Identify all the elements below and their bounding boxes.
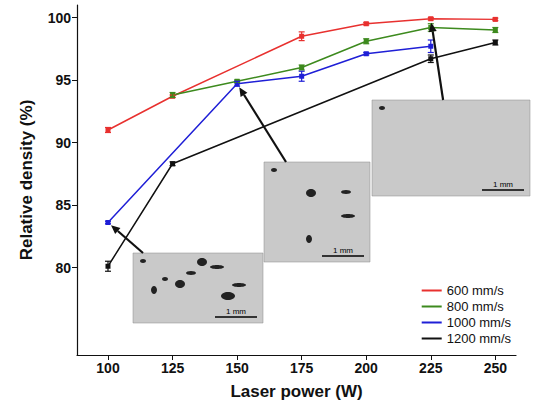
svg-text:125: 125	[161, 360, 185, 376]
svg-text:100: 100	[96, 360, 120, 376]
svg-text:250: 250	[484, 360, 508, 376]
svg-text:1000 mm/s: 1000 mm/s	[447, 315, 512, 330]
svg-text:225: 225	[419, 360, 443, 376]
svg-text:100: 100	[48, 10, 72, 26]
svg-text:800 mm/s: 800 mm/s	[447, 299, 505, 314]
svg-text:600 mm/s: 600 mm/s	[447, 283, 505, 298]
svg-text:200: 200	[355, 360, 379, 376]
svg-text:80: 80	[55, 260, 71, 276]
svg-text:1 mm: 1 mm	[226, 307, 246, 316]
svg-text:175: 175	[290, 360, 314, 376]
svg-text:Laser power (W): Laser power (W)	[230, 382, 362, 401]
svg-text:95: 95	[55, 72, 71, 88]
svg-text:1 mm: 1 mm	[333, 246, 353, 255]
svg-text:1 mm: 1 mm	[493, 180, 513, 189]
svg-text:1200 mm/s: 1200 mm/s	[447, 331, 512, 346]
svg-text:85: 85	[55, 197, 71, 213]
svg-text:Relative density (%): Relative density (%)	[17, 100, 36, 261]
svg-text:150: 150	[225, 360, 249, 376]
svg-text:90: 90	[55, 135, 71, 151]
